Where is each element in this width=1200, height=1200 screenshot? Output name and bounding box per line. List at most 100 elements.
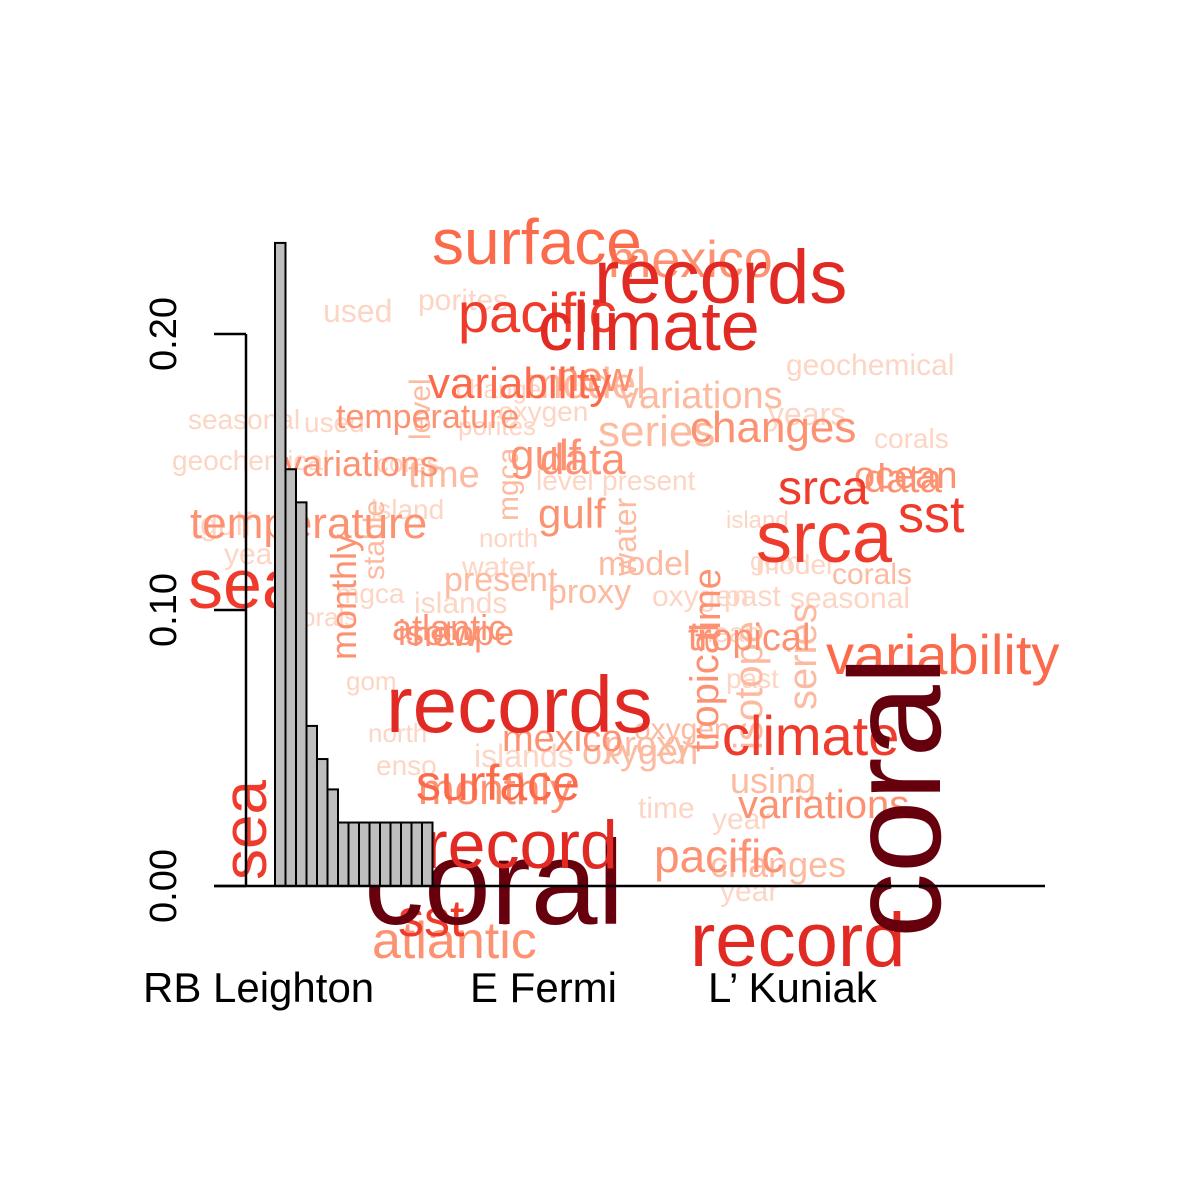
word-time: time bbox=[687, 568, 729, 640]
word-ocean: ocean bbox=[854, 455, 958, 497]
word-past: past bbox=[724, 580, 781, 613]
word-gulf: gulf bbox=[200, 506, 252, 542]
word-temperature: temperature bbox=[336, 398, 519, 436]
word-porites: porites bbox=[418, 284, 508, 317]
word-stable: stable bbox=[358, 500, 391, 580]
word-changes: changes bbox=[710, 844, 846, 885]
word-surface: surface bbox=[432, 206, 642, 278]
word-water: water bbox=[461, 551, 535, 584]
word-gulf: gulf bbox=[510, 431, 582, 480]
word-used: used bbox=[304, 407, 365, 438]
x-label: E Fermi bbox=[470, 964, 617, 1011]
word-used: used bbox=[323, 293, 392, 329]
bar bbox=[337, 821, 350, 888]
word-pacific: pacific bbox=[458, 281, 617, 344]
word-cloud: used porites geochemical seasonal used oxygen… bbox=[172, 206, 1059, 983]
word-variations: variations bbox=[620, 375, 783, 417]
bar bbox=[410, 821, 423, 888]
word-record: record bbox=[425, 807, 618, 883]
word-surface: surface bbox=[416, 755, 580, 811]
word-year: year bbox=[712, 803, 770, 836]
word-present: present bbox=[444, 561, 558, 599]
x-label: L’ Kuniak bbox=[708, 964, 878, 1011]
word-records: records bbox=[386, 660, 653, 749]
bar bbox=[274, 241, 287, 888]
word-pacific: pacific bbox=[654, 830, 784, 882]
word-time: time bbox=[638, 792, 695, 825]
word-level: level bbox=[404, 378, 437, 440]
word-atlantic: atlantic bbox=[392, 607, 506, 648]
bar bbox=[389, 821, 402, 888]
word-islands: islands bbox=[414, 587, 507, 620]
bar bbox=[400, 821, 413, 888]
word-corals: corals bbox=[874, 423, 949, 454]
bar bbox=[347, 821, 360, 888]
word-year: year bbox=[720, 875, 778, 908]
word-monthly: monthly bbox=[418, 765, 572, 814]
word-island: island bbox=[726, 507, 789, 534]
y-tick-label: 0.10 bbox=[143, 573, 185, 647]
word-new: new bbox=[412, 613, 479, 654]
axes: 0.00 0.10 0.20 bbox=[143, 297, 1045, 923]
x-labels: RB Leighton E Fermi L’ Kuniak bbox=[143, 964, 878, 1011]
bar bbox=[305, 724, 318, 887]
word-sst: sst bbox=[398, 890, 465, 948]
x-label: RB Leighton bbox=[143, 964, 374, 1011]
word-new: new bbox=[556, 353, 634, 400]
word-cores: cores bbox=[376, 448, 440, 478]
word-island: island bbox=[371, 494, 444, 525]
word-model: model bbox=[598, 545, 691, 583]
word-changes: changes bbox=[690, 403, 856, 452]
word-islands: islands bbox=[474, 738, 574, 774]
word-present: present bbox=[602, 465, 696, 496]
word-enso: enso bbox=[376, 750, 437, 781]
word-north: north bbox=[479, 523, 538, 553]
bar bbox=[316, 758, 329, 887]
word-temperature: temperature bbox=[190, 499, 427, 548]
word-mgca: mgca bbox=[492, 447, 525, 521]
y-tick-label: 0.20 bbox=[143, 297, 185, 371]
word-climate: climate bbox=[722, 704, 899, 767]
word-monthly: monthly bbox=[323, 534, 364, 660]
word-tropical: tropical bbox=[683, 623, 727, 752]
word-variations: variations bbox=[738, 783, 909, 827]
word-mgca: mgca bbox=[336, 578, 405, 609]
word-records: records bbox=[594, 235, 847, 320]
word-atlantic: atlantic bbox=[372, 912, 537, 970]
bar bbox=[284, 468, 297, 887]
word-variations: variations bbox=[284, 443, 438, 484]
word-oxygen: oxygen bbox=[634, 713, 731, 746]
bar bbox=[421, 821, 434, 888]
word-sst: sst bbox=[898, 486, 965, 544]
word-oxygen: oxygen bbox=[498, 396, 588, 427]
bar bbox=[379, 821, 392, 888]
word-coral: coral bbox=[822, 656, 968, 938]
word-data: data bbox=[540, 435, 626, 484]
word-variability: variability bbox=[826, 623, 1059, 686]
word-north: north bbox=[368, 718, 427, 748]
y-tick-label: 0.00 bbox=[143, 849, 185, 923]
word-isotope: isotope bbox=[727, 621, 771, 750]
word-mexico: mexico bbox=[608, 231, 773, 289]
word-mean: mean bbox=[690, 617, 760, 648]
word-oxygen: oxygen bbox=[652, 580, 749, 613]
word-seasonal: seasonal bbox=[790, 582, 910, 615]
word-water: water bbox=[607, 497, 643, 577]
word-geochemical: geochemical bbox=[172, 445, 329, 476]
word-mexico: mexico bbox=[502, 718, 622, 760]
word-change: change bbox=[456, 374, 541, 404]
word-data: data bbox=[864, 457, 943, 501]
word-series: series bbox=[781, 603, 825, 710]
word-corals: corals bbox=[832, 558, 912, 591]
word-gom: gom bbox=[346, 666, 397, 696]
word-isotope: isotope bbox=[398, 612, 514, 653]
word-level: level bbox=[536, 465, 594, 496]
bar bbox=[358, 821, 371, 888]
word-years: years bbox=[768, 396, 846, 432]
word-proxy: proxy bbox=[548, 573, 631, 611]
bar bbox=[326, 788, 339, 888]
word-gom: gom bbox=[750, 546, 801, 576]
word-gulf: gulf bbox=[538, 490, 606, 537]
word-model: model bbox=[526, 359, 646, 408]
